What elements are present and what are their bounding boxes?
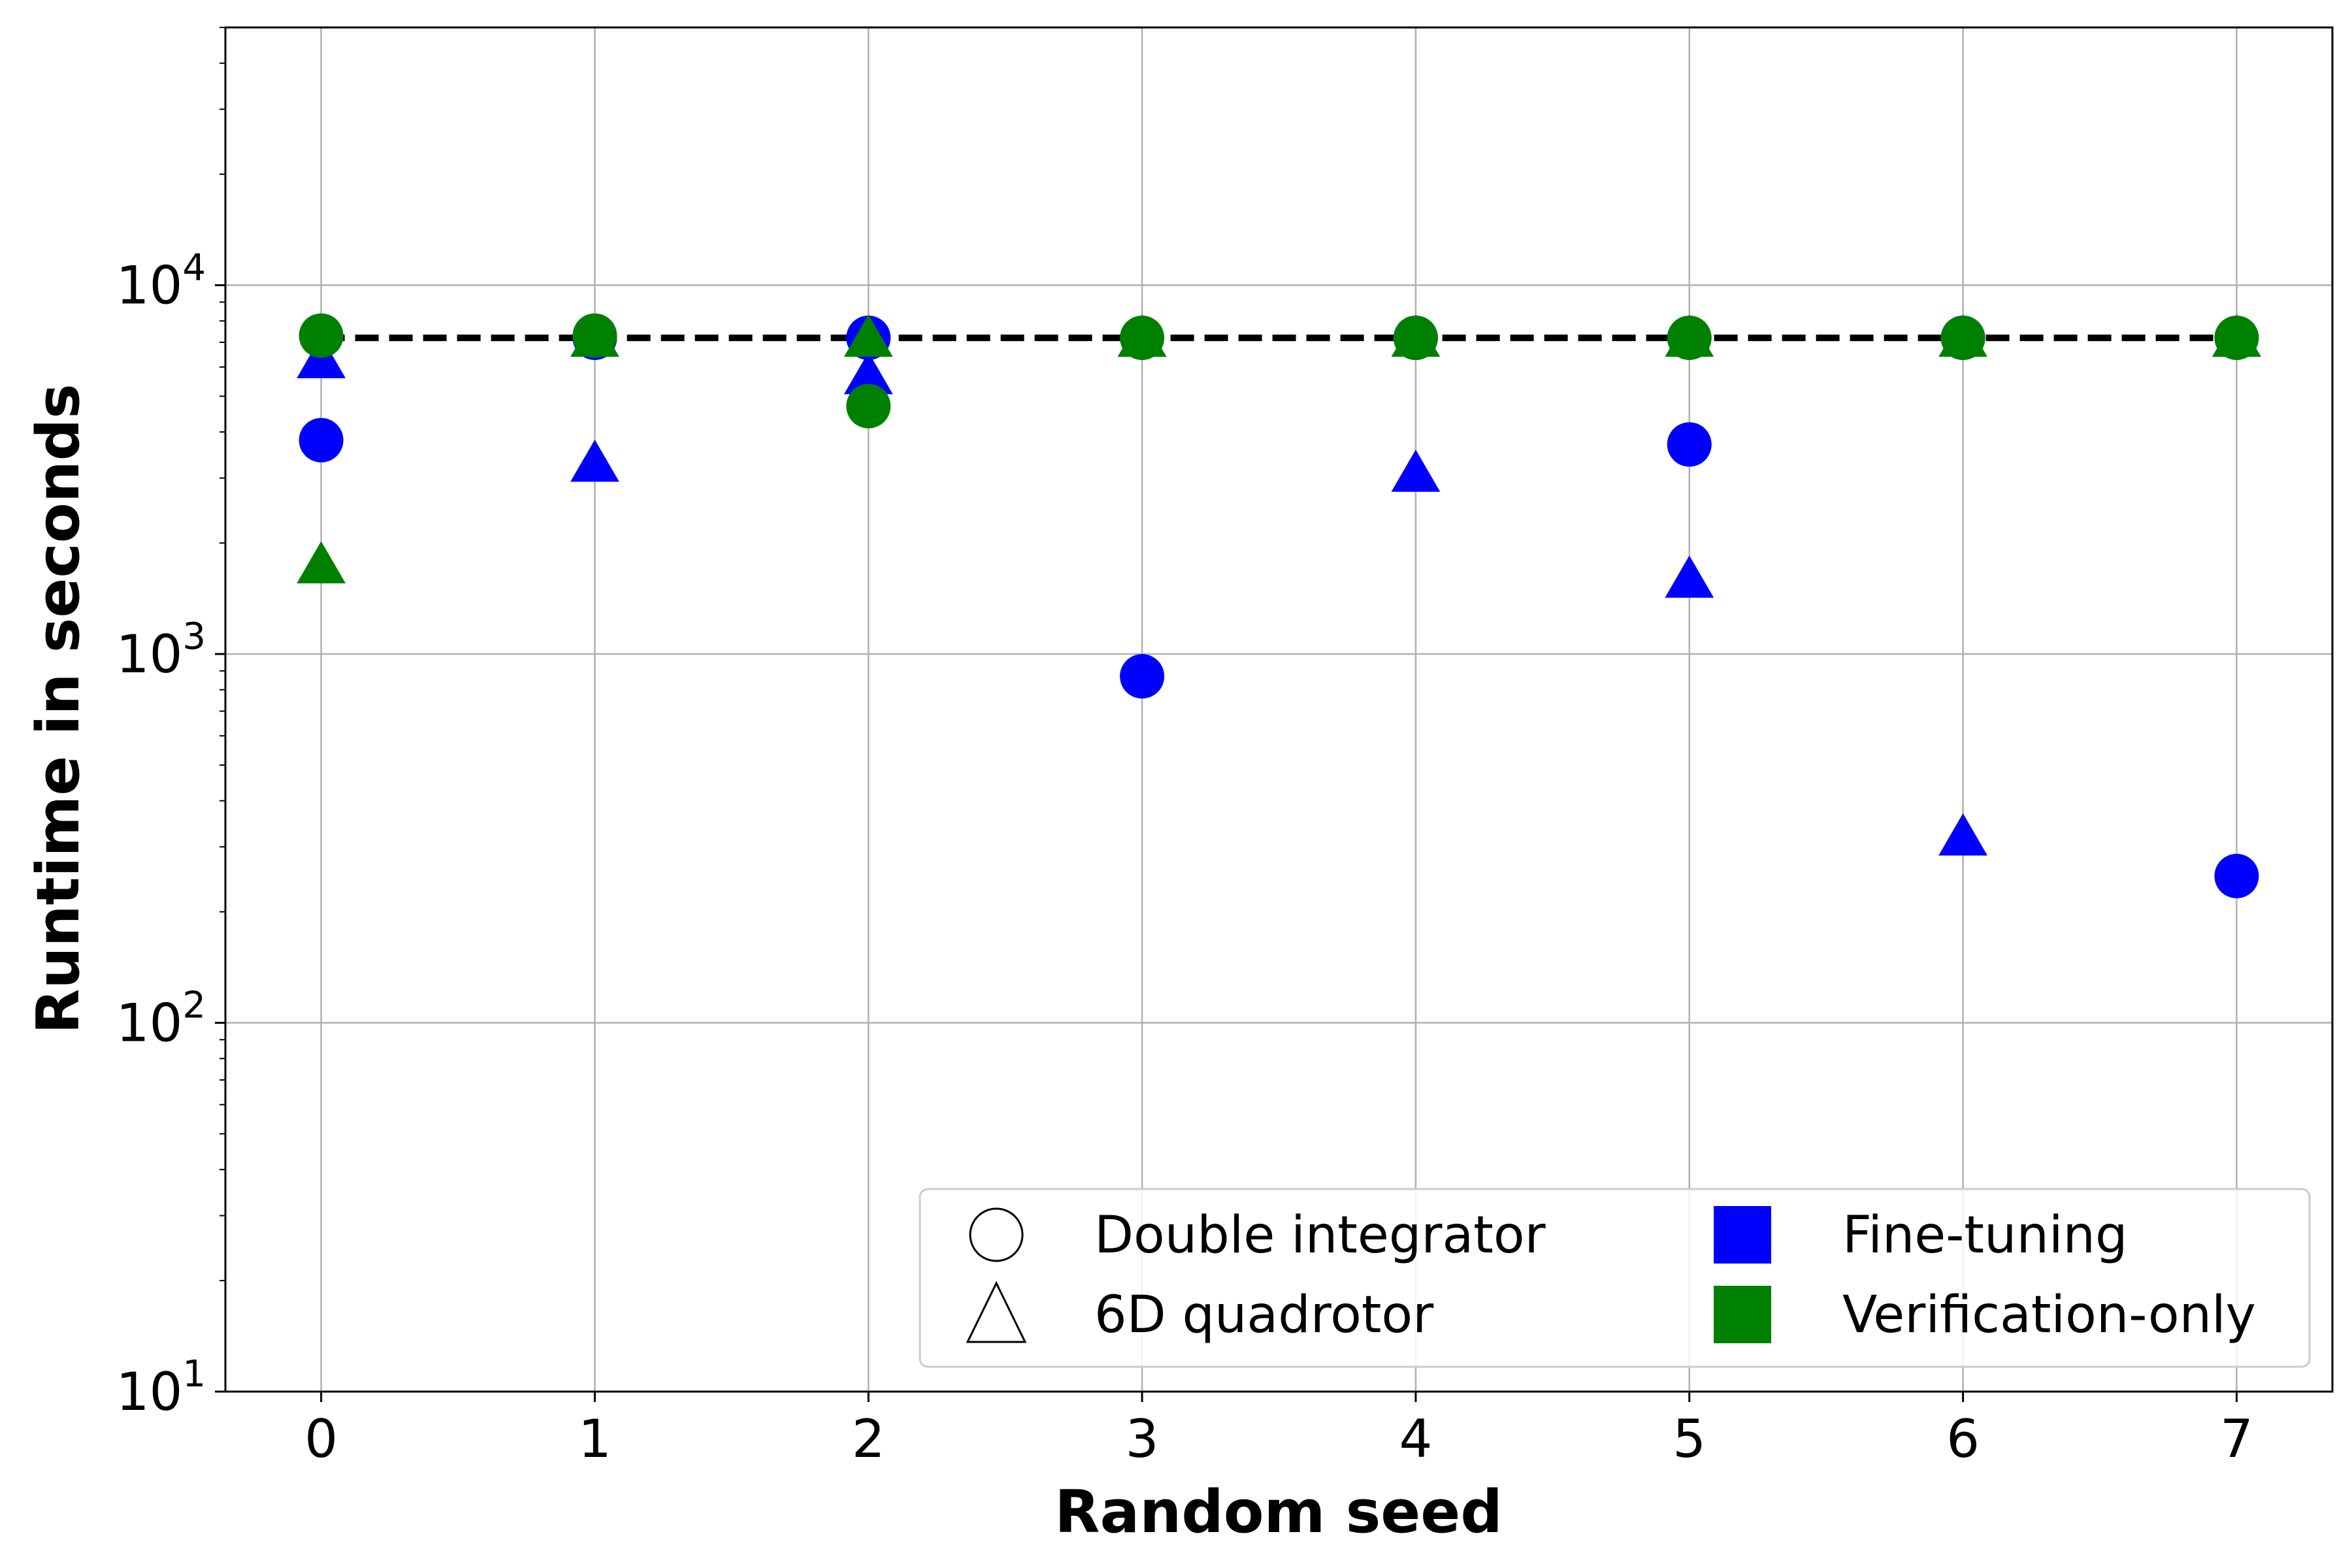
fine-tuning-triangle-point [1938, 813, 1987, 856]
legend-circle-marker [969, 1207, 1024, 1262]
verification-only-circle-point [846, 384, 891, 429]
x-tick-label: 7 [2220, 1409, 2253, 1469]
fine-tuning-circle-point [1120, 654, 1165, 699]
legend-square-marker [1714, 1206, 1771, 1264]
x-tick-label: 0 [304, 1409, 338, 1469]
x-tick-label: 4 [1399, 1409, 1432, 1469]
legend-triangle-marker [966, 1281, 1027, 1343]
fine-tuning-circle-point [299, 417, 344, 463]
verification-only-triangle-point [1938, 314, 1987, 357]
y-tick-label: 103 [116, 615, 206, 685]
data-points [297, 313, 2261, 898]
verification-only-triangle-point [297, 541, 346, 583]
y-tick-label: 102 [116, 985, 206, 1054]
x-tick-label: 2 [852, 1409, 885, 1469]
verification-only-triangle-point [1117, 314, 1167, 357]
legend: Double integrator Fine-tuning 6D quadrotor… [919, 1188, 2311, 1368]
plot-frame [224, 26, 2334, 1393]
legend-label: Verification-only [1842, 1286, 2256, 1345]
x-tick-label: 1 [578, 1409, 612, 1469]
fine-tuning-triangle-point [1391, 449, 1441, 492]
fine-tuning-triangle-point [570, 439, 619, 482]
verification-only-triangle-point [1391, 314, 1441, 357]
verification-only-circle-point [299, 313, 344, 358]
y-axis-title: Runtime in seconds [24, 384, 93, 1034]
fine-tuning-triangle-point [843, 351, 893, 395]
axis-ticks [215, 27, 2238, 1402]
tick-labels: 0 1 2 3 4 5 6 7 101 102 103 104 [116, 247, 2253, 1469]
x-tick-label: 5 [1673, 1409, 1706, 1469]
verification-only-triangle-point [843, 314, 893, 357]
legend-label: Double integrator [1094, 1206, 1546, 1265]
fine-tuning-circle-point [1667, 422, 1712, 467]
y-tick-label: 101 [116, 1353, 206, 1422]
x-tick-label: 6 [1946, 1409, 1980, 1469]
x-axis-title: Random seed [1054, 1478, 1503, 1546]
verification-only-triangle-point [570, 314, 619, 357]
verification-only-triangle-point [1665, 314, 1714, 357]
legend-square-marker [1714, 1286, 1771, 1343]
legend-label: 6D quadrotor [1094, 1286, 1434, 1345]
legend-box [919, 1188, 2311, 1368]
fine-tuning-triangle-point [1665, 555, 1714, 598]
x-tick-label: 3 [1126, 1409, 1159, 1469]
verification-only-triangle-point [2212, 314, 2261, 357]
fine-tuning-circle-point [2214, 853, 2259, 898]
y-tick-label: 104 [116, 247, 206, 316]
legend-label: Fine-tuning [1842, 1206, 2128, 1265]
